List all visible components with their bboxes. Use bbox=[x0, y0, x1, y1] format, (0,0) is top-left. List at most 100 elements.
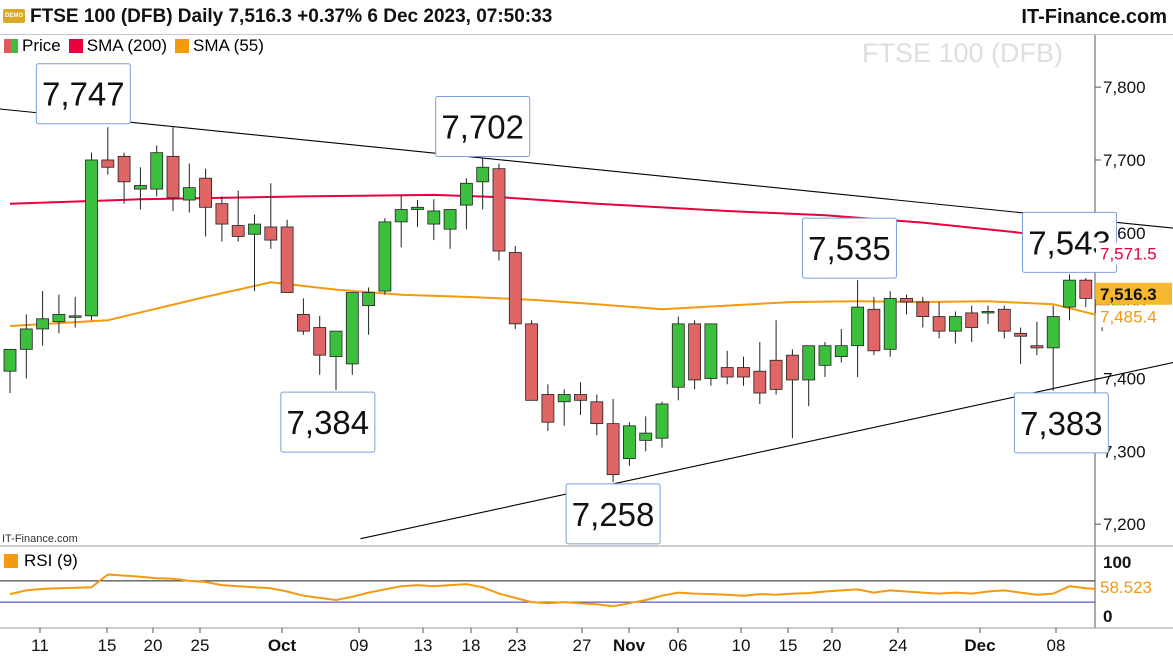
legend-item-sma55: SMA (55) bbox=[175, 36, 264, 56]
candle bbox=[199, 168, 213, 237]
candle-body-up bbox=[133, 185, 147, 190]
candle-body-up bbox=[557, 394, 571, 403]
candle-body-up bbox=[19, 328, 33, 350]
candle-body-up bbox=[949, 316, 962, 332]
candle bbox=[101, 127, 115, 175]
candle-body-down bbox=[965, 312, 979, 328]
candle-body-down bbox=[280, 226, 294, 293]
annotation-label: 7,384 bbox=[280, 391, 376, 453]
candle bbox=[52, 294, 66, 334]
candle-body-up bbox=[394, 209, 408, 223]
candle-body-up bbox=[345, 292, 359, 365]
candle-body-up bbox=[834, 345, 848, 358]
candle bbox=[85, 152, 98, 321]
candle-body-down bbox=[1079, 279, 1093, 299]
annotation-box bbox=[280, 391, 376, 453]
candle-body-up bbox=[671, 323, 685, 388]
candle bbox=[623, 422, 636, 466]
candle bbox=[949, 311, 962, 344]
candle bbox=[606, 398, 620, 482]
x-tick-label: 08 bbox=[1047, 636, 1066, 655]
price-swatch-icon bbox=[4, 39, 18, 53]
candle bbox=[541, 384, 555, 431]
candle-body-down bbox=[720, 367, 734, 378]
trendline-lower bbox=[360, 362, 1173, 540]
x-tick-label: 18 bbox=[462, 636, 481, 655]
candle-body-down bbox=[769, 359, 783, 390]
candle bbox=[1079, 277, 1093, 308]
candle-body-down bbox=[932, 316, 946, 332]
annotation-text: 7,383 bbox=[1020, 405, 1103, 442]
legend-item-sma200: SMA (200) bbox=[68, 36, 168, 56]
x-tick-label: 20 bbox=[144, 636, 163, 655]
annotation-text: 7,702 bbox=[441, 109, 524, 146]
candle-body-up bbox=[248, 223, 261, 235]
sma200-line bbox=[9, 193, 1103, 255]
candle-body-up bbox=[182, 187, 196, 201]
legend-label-sma200: SMA (200) bbox=[86, 36, 168, 55]
candle bbox=[3, 348, 17, 394]
annotation-box bbox=[435, 96, 531, 158]
candle bbox=[932, 302, 946, 339]
candle-body-down bbox=[199, 177, 213, 208]
x-tick-label: 27 bbox=[573, 636, 592, 655]
candle bbox=[362, 287, 376, 335]
candle-body-up bbox=[802, 345, 816, 381]
x-tick-label: Dec bbox=[964, 636, 995, 655]
candle-body-up bbox=[655, 403, 669, 439]
legend-item-price: Price bbox=[4, 36, 61, 56]
candle-body-down bbox=[215, 203, 229, 225]
candle bbox=[981, 305, 995, 324]
candle-body-down bbox=[590, 401, 604, 425]
candle-body-down bbox=[916, 301, 930, 317]
candle bbox=[231, 190, 245, 242]
x-tick-label: Nov bbox=[613, 636, 646, 655]
candle bbox=[508, 245, 522, 329]
annotation-text: 7,384 bbox=[287, 404, 370, 441]
annotation-box bbox=[1013, 392, 1109, 454]
candle-body-down bbox=[1030, 345, 1044, 349]
rsi-swatch-icon bbox=[4, 554, 18, 568]
candle-body-up bbox=[459, 182, 473, 206]
price-label-sma55: 7,485.4 bbox=[1100, 307, 1157, 326]
candle bbox=[525, 320, 538, 401]
rsi-tick-label: 100 bbox=[1103, 553, 1131, 572]
chart-title: FTSE 100 (DFB) Daily 7,516.3 +0.37% 6 De… bbox=[30, 6, 553, 27]
candle-body-down bbox=[997, 308, 1011, 332]
candle bbox=[671, 316, 685, 401]
candle-body-up bbox=[639, 432, 653, 441]
candle-body-up bbox=[818, 345, 832, 366]
candle bbox=[720, 350, 734, 385]
annotation-label: 7,258 bbox=[565, 483, 661, 545]
candle-body-up bbox=[329, 330, 343, 358]
candle-body-down bbox=[900, 297, 913, 303]
chart-header: DEMO FTSE 100 (DFB) Daily 7,516.3 +0.37%… bbox=[0, 0, 1173, 35]
annotation-text: 7,258 bbox=[572, 496, 655, 533]
x-tick-label: Oct bbox=[268, 636, 297, 655]
candle-body-up bbox=[883, 297, 897, 350]
candle bbox=[818, 342, 832, 378]
y-tick-label: 7,400 bbox=[1103, 369, 1146, 388]
candle-body-down bbox=[737, 367, 750, 378]
candle-body-down bbox=[525, 323, 538, 401]
price-label-bg bbox=[1096, 305, 1172, 328]
annotation-label: 7,702 bbox=[435, 96, 531, 158]
candle-body-down bbox=[867, 308, 881, 352]
x-tick-label: 13 bbox=[414, 636, 433, 655]
candle bbox=[997, 305, 1011, 339]
candle bbox=[769, 320, 783, 395]
candle-body-up bbox=[443, 209, 457, 230]
price-label-sma200: 7,571.5 bbox=[1100, 245, 1157, 264]
x-tick-label: 06 bbox=[669, 636, 688, 655]
candle-body-up bbox=[85, 159, 98, 317]
candle-body-up bbox=[36, 318, 49, 330]
candle bbox=[345, 292, 359, 375]
candle bbox=[394, 194, 408, 248]
candle bbox=[36, 291, 49, 346]
candle-body-up bbox=[362, 292, 376, 307]
annotation-text: 7,535 bbox=[808, 230, 891, 267]
candle bbox=[133, 167, 147, 210]
candle-body-up bbox=[150, 152, 164, 190]
candle-body-up bbox=[704, 323, 718, 379]
x-tick-label: 24 bbox=[889, 636, 908, 655]
